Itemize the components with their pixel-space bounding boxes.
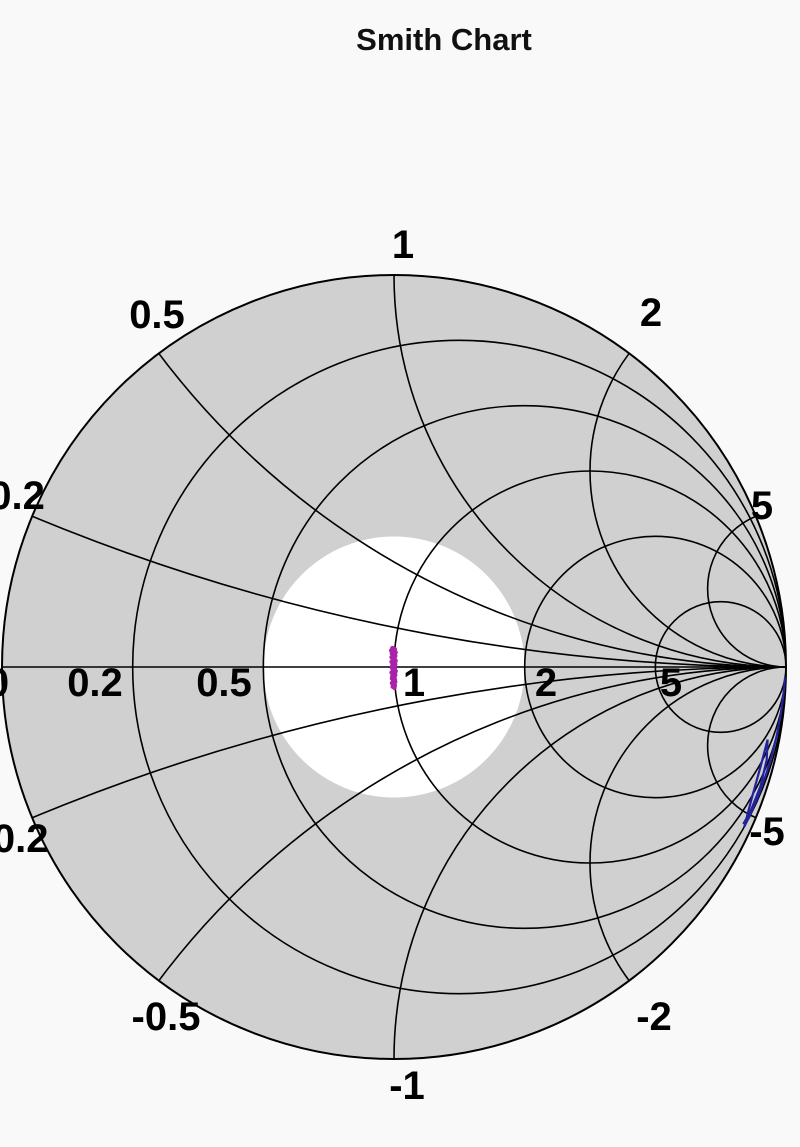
reactance-tick-label: -1 [389,1064,425,1108]
axis-tick-label: 5 [660,661,682,705]
smith-chart-labels: 0 0.2 0.5 1 2 5 0.2 0.5 1 2 5 -0.2 -0.5 -1 -2 -5 [0,223,785,1108]
reactance-arc [589,275,786,668]
reactance-tick-label: -0.2 [0,817,48,861]
matched-trace-point [392,685,397,691]
reactance-arc [589,666,786,1059]
smith-chart-traces [388,645,786,828]
axis-tick-label: 2 [535,661,557,705]
edge-trace-line [742,677,786,828]
reactance-tick-label: 5 [751,484,773,528]
reactance-tick-label: -2 [636,995,672,1039]
chart-title: Smith Chart [356,22,532,57]
axis-tick-label: 0.5 [196,661,252,705]
axis-tick-label: 0 [0,661,9,705]
axis-tick-label: 0.2 [67,661,123,705]
reactance-tick-label: -0.5 [132,995,201,1039]
reactance-tick-label: -5 [749,810,785,854]
reactance-tick-label: 0.2 [0,474,45,518]
reactance-tick-label: 1 [392,223,414,267]
reactance-tick-label: 0.5 [129,293,185,337]
reactance-tick-label: 2 [640,291,662,335]
axis-tick-label: 1 [403,661,425,705]
